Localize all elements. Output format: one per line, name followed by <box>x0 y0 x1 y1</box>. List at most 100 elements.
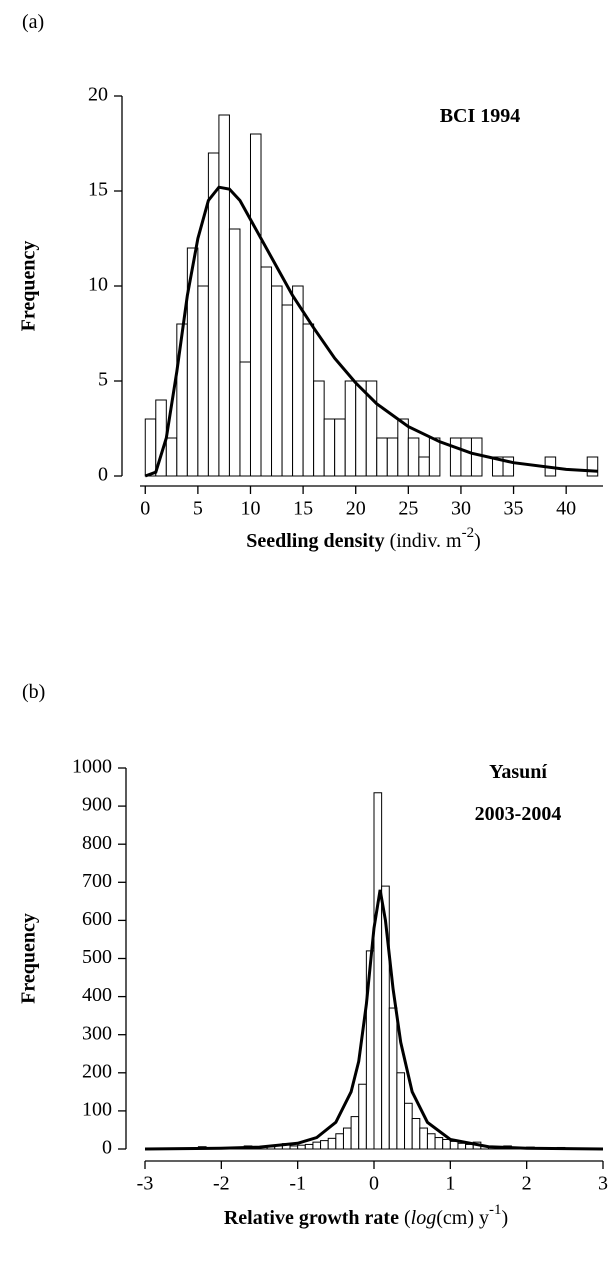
histogram-bar <box>358 1083 367 1150</box>
x-tick-label: 25 <box>398 498 418 520</box>
histogram-bar <box>334 418 346 477</box>
x-tick-label: 30 <box>451 498 471 520</box>
y-tick-label: 700 <box>82 870 112 892</box>
histogram-bar <box>165 437 178 477</box>
histogram-bar <box>350 1116 360 1150</box>
x-axis-label-part: Relative growth rate <box>224 1207 399 1229</box>
histogram-bar <box>386 437 399 477</box>
x-axis-label: Relative growth rate (log(cm) y-1) <box>224 1202 508 1229</box>
annotation: Yasuní <box>489 761 547 783</box>
fitted-curve <box>144 889 604 1151</box>
histogram-bar <box>335 1133 344 1150</box>
y-tick-label: 800 <box>82 832 112 854</box>
histogram-bar <box>396 1072 406 1150</box>
histogram-bar <box>239 361 251 477</box>
fitted-curve <box>144 185 598 478</box>
y-tick-label: 300 <box>82 1022 112 1044</box>
histogram-bar <box>376 437 388 477</box>
histogram-bar <box>388 1007 398 1150</box>
histogram-bar <box>397 418 409 477</box>
x-axis-label-part: ) <box>501 1207 508 1229</box>
x-tick-label: 40 <box>556 498 576 520</box>
y-tick-label: 600 <box>82 908 112 930</box>
x-axis-label-part: -1 <box>489 1202 502 1218</box>
y-tick-label: 400 <box>82 984 112 1006</box>
y-tick-label: 500 <box>82 946 112 968</box>
histogram-bar <box>442 1138 451 1150</box>
histogram-bar <box>460 437 472 477</box>
histogram-bar <box>344 380 357 477</box>
x-tick-label: 5 <box>193 498 203 520</box>
histogram-bar <box>342 1127 352 1150</box>
histogram-bar <box>207 152 220 477</box>
histogram-bar <box>449 1140 459 1150</box>
histogram-bar <box>197 285 209 477</box>
x-tick-label: 20 <box>346 498 366 520</box>
histogram-bar <box>249 133 262 477</box>
histogram-bar <box>411 1118 421 1150</box>
x-tick-label: 35 <box>504 498 524 520</box>
histogram-bar <box>218 114 230 477</box>
x-axis-label-part: Seedling density <box>246 530 384 552</box>
x-tick-label: 0 <box>369 1173 379 1195</box>
x-axis-label: Seedling density (indiv. m-2) <box>246 525 481 552</box>
y-tick-label: 20 <box>88 84 108 106</box>
annotation: BCI 1994 <box>440 105 521 127</box>
y-tick-label: 0 <box>98 464 108 486</box>
histogram-bar <box>434 1137 444 1150</box>
y-axis-label: Frequency <box>18 241 40 332</box>
histogram-bar <box>281 304 294 477</box>
histogram-bar <box>457 1142 467 1150</box>
x-tick-label: 3 <box>598 1173 608 1195</box>
histogram-bar <box>144 418 157 477</box>
histogram-bar <box>320 1140 329 1150</box>
y-tick-label: 1000 <box>72 756 112 778</box>
histogram-bar <box>470 437 483 477</box>
panel-label: (b) <box>22 681 45 703</box>
y-tick-label: 10 <box>88 274 108 296</box>
histogram-bar <box>426 1133 436 1150</box>
x-tick-label: 0 <box>140 498 150 520</box>
histogram-bar <box>260 266 273 477</box>
histogram-bar <box>365 380 378 477</box>
annotation: 2003-2004 <box>475 803 562 825</box>
histogram-bar <box>313 380 325 477</box>
histogram-bar <box>327 1137 337 1150</box>
x-tick-label: 1 <box>445 1173 455 1195</box>
histogram-bar <box>312 1141 322 1150</box>
y-tick-label: 15 <box>88 179 108 201</box>
histogram-bar <box>404 1102 413 1150</box>
x-tick-label: 2 <box>522 1173 532 1195</box>
histogram-bar <box>289 1145 299 1150</box>
x-tick-label: -2 <box>213 1173 230 1195</box>
histogram-bar <box>373 792 383 1150</box>
x-axis-label-part: -2 <box>462 525 475 541</box>
y-tick-label: 0 <box>102 1137 112 1159</box>
x-axis-label-part: (cm) y <box>436 1207 489 1229</box>
histogram-bar <box>407 437 420 477</box>
x-tick-label: -1 <box>289 1173 306 1195</box>
histogram-bar <box>297 1144 306 1150</box>
histogram-bar <box>323 418 336 477</box>
y-axis-label: Frequency <box>18 913 40 1004</box>
x-tick-label: 10 <box>240 498 260 520</box>
histogram-bar <box>355 380 367 477</box>
histogram-bar <box>428 437 441 477</box>
x-tick-label: -3 <box>137 1173 154 1195</box>
histogram-bar <box>228 228 241 477</box>
x-axis-label-part: (indiv. m <box>385 530 462 552</box>
histogram-bar <box>304 1143 314 1150</box>
y-tick-label: 200 <box>82 1060 112 1082</box>
histogram-bar <box>176 323 188 477</box>
y-tick-label: 100 <box>82 1098 112 1120</box>
y-tick-label: 900 <box>82 794 112 816</box>
x-axis-label-part: log <box>411 1207 437 1229</box>
histogram-bar <box>271 285 283 477</box>
histogram-bar <box>292 285 304 477</box>
histogram-bar <box>449 437 462 477</box>
x-axis-label-part: ( <box>399 1207 411 1229</box>
x-axis-label-part: ) <box>474 530 481 552</box>
histogram-bar <box>419 1127 428 1150</box>
